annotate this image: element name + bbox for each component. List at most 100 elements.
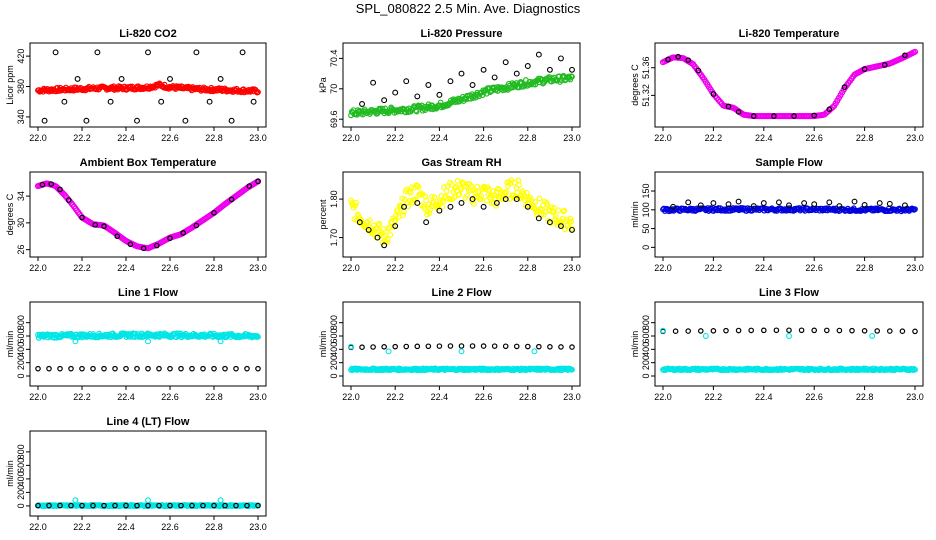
y-tick-label: 340 — [16, 109, 26, 124]
data-point — [385, 348, 392, 355]
data-point — [670, 203, 677, 210]
data-point — [464, 192, 470, 199]
data-point — [436, 207, 443, 214]
data-point — [557, 55, 564, 62]
series-0 — [348, 365, 575, 374]
y-tick-label: 400 — [16, 342, 26, 357]
data-point — [193, 49, 200, 56]
data-point — [811, 327, 818, 334]
data-point — [425, 343, 432, 350]
y-tick-label: 70 — [329, 84, 339, 94]
data-point — [392, 217, 399, 224]
x-tick-label: 22.0 — [654, 392, 672, 402]
data-point — [134, 117, 140, 124]
data-point — [189, 365, 195, 372]
data-point — [68, 502, 74, 509]
y-axis-label: ml/min — [5, 460, 15, 487]
data-point — [861, 66, 868, 72]
y-tick-label: 400 — [329, 342, 339, 357]
data-point — [250, 98, 257, 105]
series-2 — [660, 327, 876, 339]
data-point — [112, 365, 118, 372]
panel-title: Line 1 Flow — [118, 287, 178, 299]
data-point — [222, 502, 228, 509]
data-point — [672, 328, 679, 335]
y-tick-label: 0 — [641, 245, 651, 250]
data-point — [412, 196, 419, 203]
y-tick-label: 51.36 — [641, 56, 651, 79]
series-0 — [34, 178, 262, 252]
plot-area — [34, 178, 262, 252]
data-point — [876, 200, 883, 206]
x-tick-label: 22.6 — [475, 133, 493, 143]
data-point — [469, 196, 476, 203]
series-0 — [660, 365, 918, 374]
data-point — [145, 502, 151, 509]
x-tick-label: 22.6 — [161, 392, 179, 402]
data-point — [246, 183, 253, 189]
data-point — [381, 242, 388, 249]
series-1 — [670, 198, 908, 210]
y-axis-label: kPa — [318, 77, 328, 93]
data-point — [72, 338, 79, 345]
data-point — [90, 365, 96, 372]
data-point — [771, 113, 777, 119]
x-tick-label: 23.0 — [906, 263, 924, 273]
data-point — [348, 343, 354, 350]
data-point — [823, 327, 830, 334]
data-point — [39, 181, 46, 188]
data-point — [381, 343, 387, 350]
x-tick-label: 22.0 — [29, 263, 47, 273]
y-tick-label: 600 — [641, 328, 651, 343]
data-point — [675, 53, 681, 60]
data-point — [811, 112, 818, 119]
series-1 — [39, 178, 261, 252]
panel-line2: Line 2 Flow 22.0 22.2 22.4 22.6 22.8 23.0 0 2004… — [318, 287, 581, 402]
data-point — [57, 186, 63, 193]
data-point — [193, 222, 200, 229]
x-tick-label: 22.2 — [73, 133, 91, 143]
data-point — [491, 74, 498, 81]
data-point — [546, 66, 553, 73]
data-point — [101, 365, 107, 372]
data-point — [836, 203, 843, 209]
data-point — [725, 103, 732, 110]
plot-area — [348, 343, 575, 374]
data-point — [413, 108, 420, 115]
y-tick-label: 50 — [641, 224, 651, 234]
data-point — [414, 343, 421, 350]
series-0 — [659, 48, 919, 120]
data-point — [491, 343, 498, 349]
data-point — [154, 242, 160, 249]
y-tick-label: 100 — [641, 202, 651, 217]
x-tick-label: 22.0 — [29, 392, 47, 402]
data-point — [477, 196, 484, 203]
data-point — [555, 207, 562, 214]
data-point — [861, 327, 868, 334]
data-point — [387, 232, 394, 238]
data-point — [392, 89, 399, 96]
data-point — [436, 91, 443, 98]
data-point — [480, 203, 487, 210]
x-tick-label: 22.6 — [161, 522, 179, 532]
data-point — [480, 343, 487, 349]
data-point — [158, 98, 165, 105]
y-tick-label: 800 — [329, 315, 339, 330]
data-point — [222, 365, 228, 372]
x-tick-label: 22.0 — [342, 392, 360, 402]
data-point — [156, 365, 162, 372]
data-point — [826, 199, 833, 206]
data-point — [886, 200, 893, 207]
data-point — [535, 51, 542, 58]
panel-title: Li-820 CO2 — [119, 28, 176, 40]
x-tick-label: 22.4 — [117, 392, 135, 402]
x-tick-label: 22.4 — [117, 522, 135, 532]
data-point — [552, 213, 559, 220]
data-point — [72, 497, 79, 504]
data-point — [911, 48, 919, 55]
x-tick-label: 22.0 — [29, 133, 47, 143]
panel-line3: Line 3 Flow 22.0 22.2 22.4 22.6 22.8 23.0 0 2004… — [630, 287, 924, 402]
data-point — [524, 203, 531, 210]
data-point — [557, 223, 564, 230]
